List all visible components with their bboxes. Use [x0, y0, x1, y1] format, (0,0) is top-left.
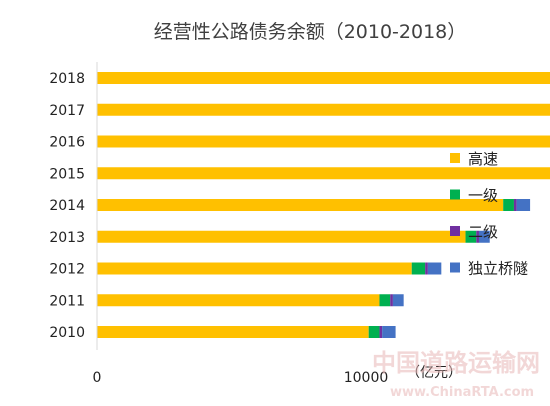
legend-label-0: 高速 — [468, 150, 498, 168]
bar-2014-series-3 — [516, 199, 531, 211]
x-tick-labels: 01000020000 — [93, 370, 389, 386]
legend-swatch-2 — [450, 226, 460, 236]
bar-2015-series-0 — [97, 167, 550, 180]
category-label-2015: 2015 — [49, 166, 85, 182]
bar-2011-series-0 — [97, 294, 380, 307]
bar-2013-series-1 — [465, 230, 477, 243]
legend-label-2: 二级 — [468, 223, 498, 241]
category-labels: 2010 2011 2012 2013 2014 2015 2016 2017 2018 — [49, 71, 85, 341]
x-unit-label: （亿元） — [406, 365, 462, 381]
category-label-2012: 2012 — [49, 262, 85, 278]
watermark: 中国道路运输网 www.ChinaRTA.com — [372, 349, 540, 400]
bar-2010-series-3 — [382, 326, 396, 338]
bar-2013-series-0 — [97, 230, 466, 243]
bar-2011-series-3 — [392, 294, 404, 307]
category-label-2018: 2018 — [49, 71, 85, 87]
bar-2010-series-0 — [97, 326, 369, 338]
bar-2012-series-1 — [411, 262, 426, 275]
bar-2012-series-0 — [97, 262, 412, 275]
bar-2010-series-2 — [379, 326, 383, 338]
bar-2013-series-2 — [476, 230, 479, 243]
watermark-sub: www.ChinaRTA.com — [390, 385, 534, 400]
legend-label-3: 独立桥隧 — [468, 260, 528, 278]
category-label-2010: 2010 — [49, 325, 85, 341]
bar-2016-series-0 — [97, 135, 550, 148]
bar-2013-series-3 — [478, 230, 490, 243]
category-label-2017: 2017 — [49, 103, 85, 119]
category-label-2013: 2013 — [49, 230, 85, 246]
category-label-2016: 2016 — [49, 135, 85, 151]
bar-2014-series-1 — [503, 199, 514, 211]
bars-layer — [97, 72, 550, 338]
bar-2012-series-2 — [425, 262, 428, 275]
x-tick-label-0: 0 — [93, 370, 102, 386]
category-label-2011: 2011 — [49, 293, 85, 309]
category-label-2014: 2014 — [49, 198, 85, 214]
bar-2010-series-1 — [368, 326, 380, 338]
legend-label-1: 一级 — [468, 187, 498, 205]
legend-swatch-3 — [450, 262, 460, 273]
x-tick-label-1: 10000 — [344, 370, 389, 386]
bar-2014-series-2 — [513, 199, 517, 211]
bar-2012-series-3 — [427, 262, 442, 275]
bar-2011-series-2 — [390, 294, 393, 307]
chart-title: 经营性公路债务余额（2010-2018） — [154, 21, 467, 43]
bar-2014-series-0 — [97, 199, 504, 211]
legend-swatch-1 — [450, 189, 460, 200]
bar-2011-series-1 — [379, 294, 391, 307]
bar-2018-series-0 — [97, 72, 550, 84]
bar-2017-series-0 — [97, 103, 550, 116]
watermark-main: 中国道路运输网 — [372, 349, 540, 377]
legend-swatch-0 — [450, 153, 460, 163]
